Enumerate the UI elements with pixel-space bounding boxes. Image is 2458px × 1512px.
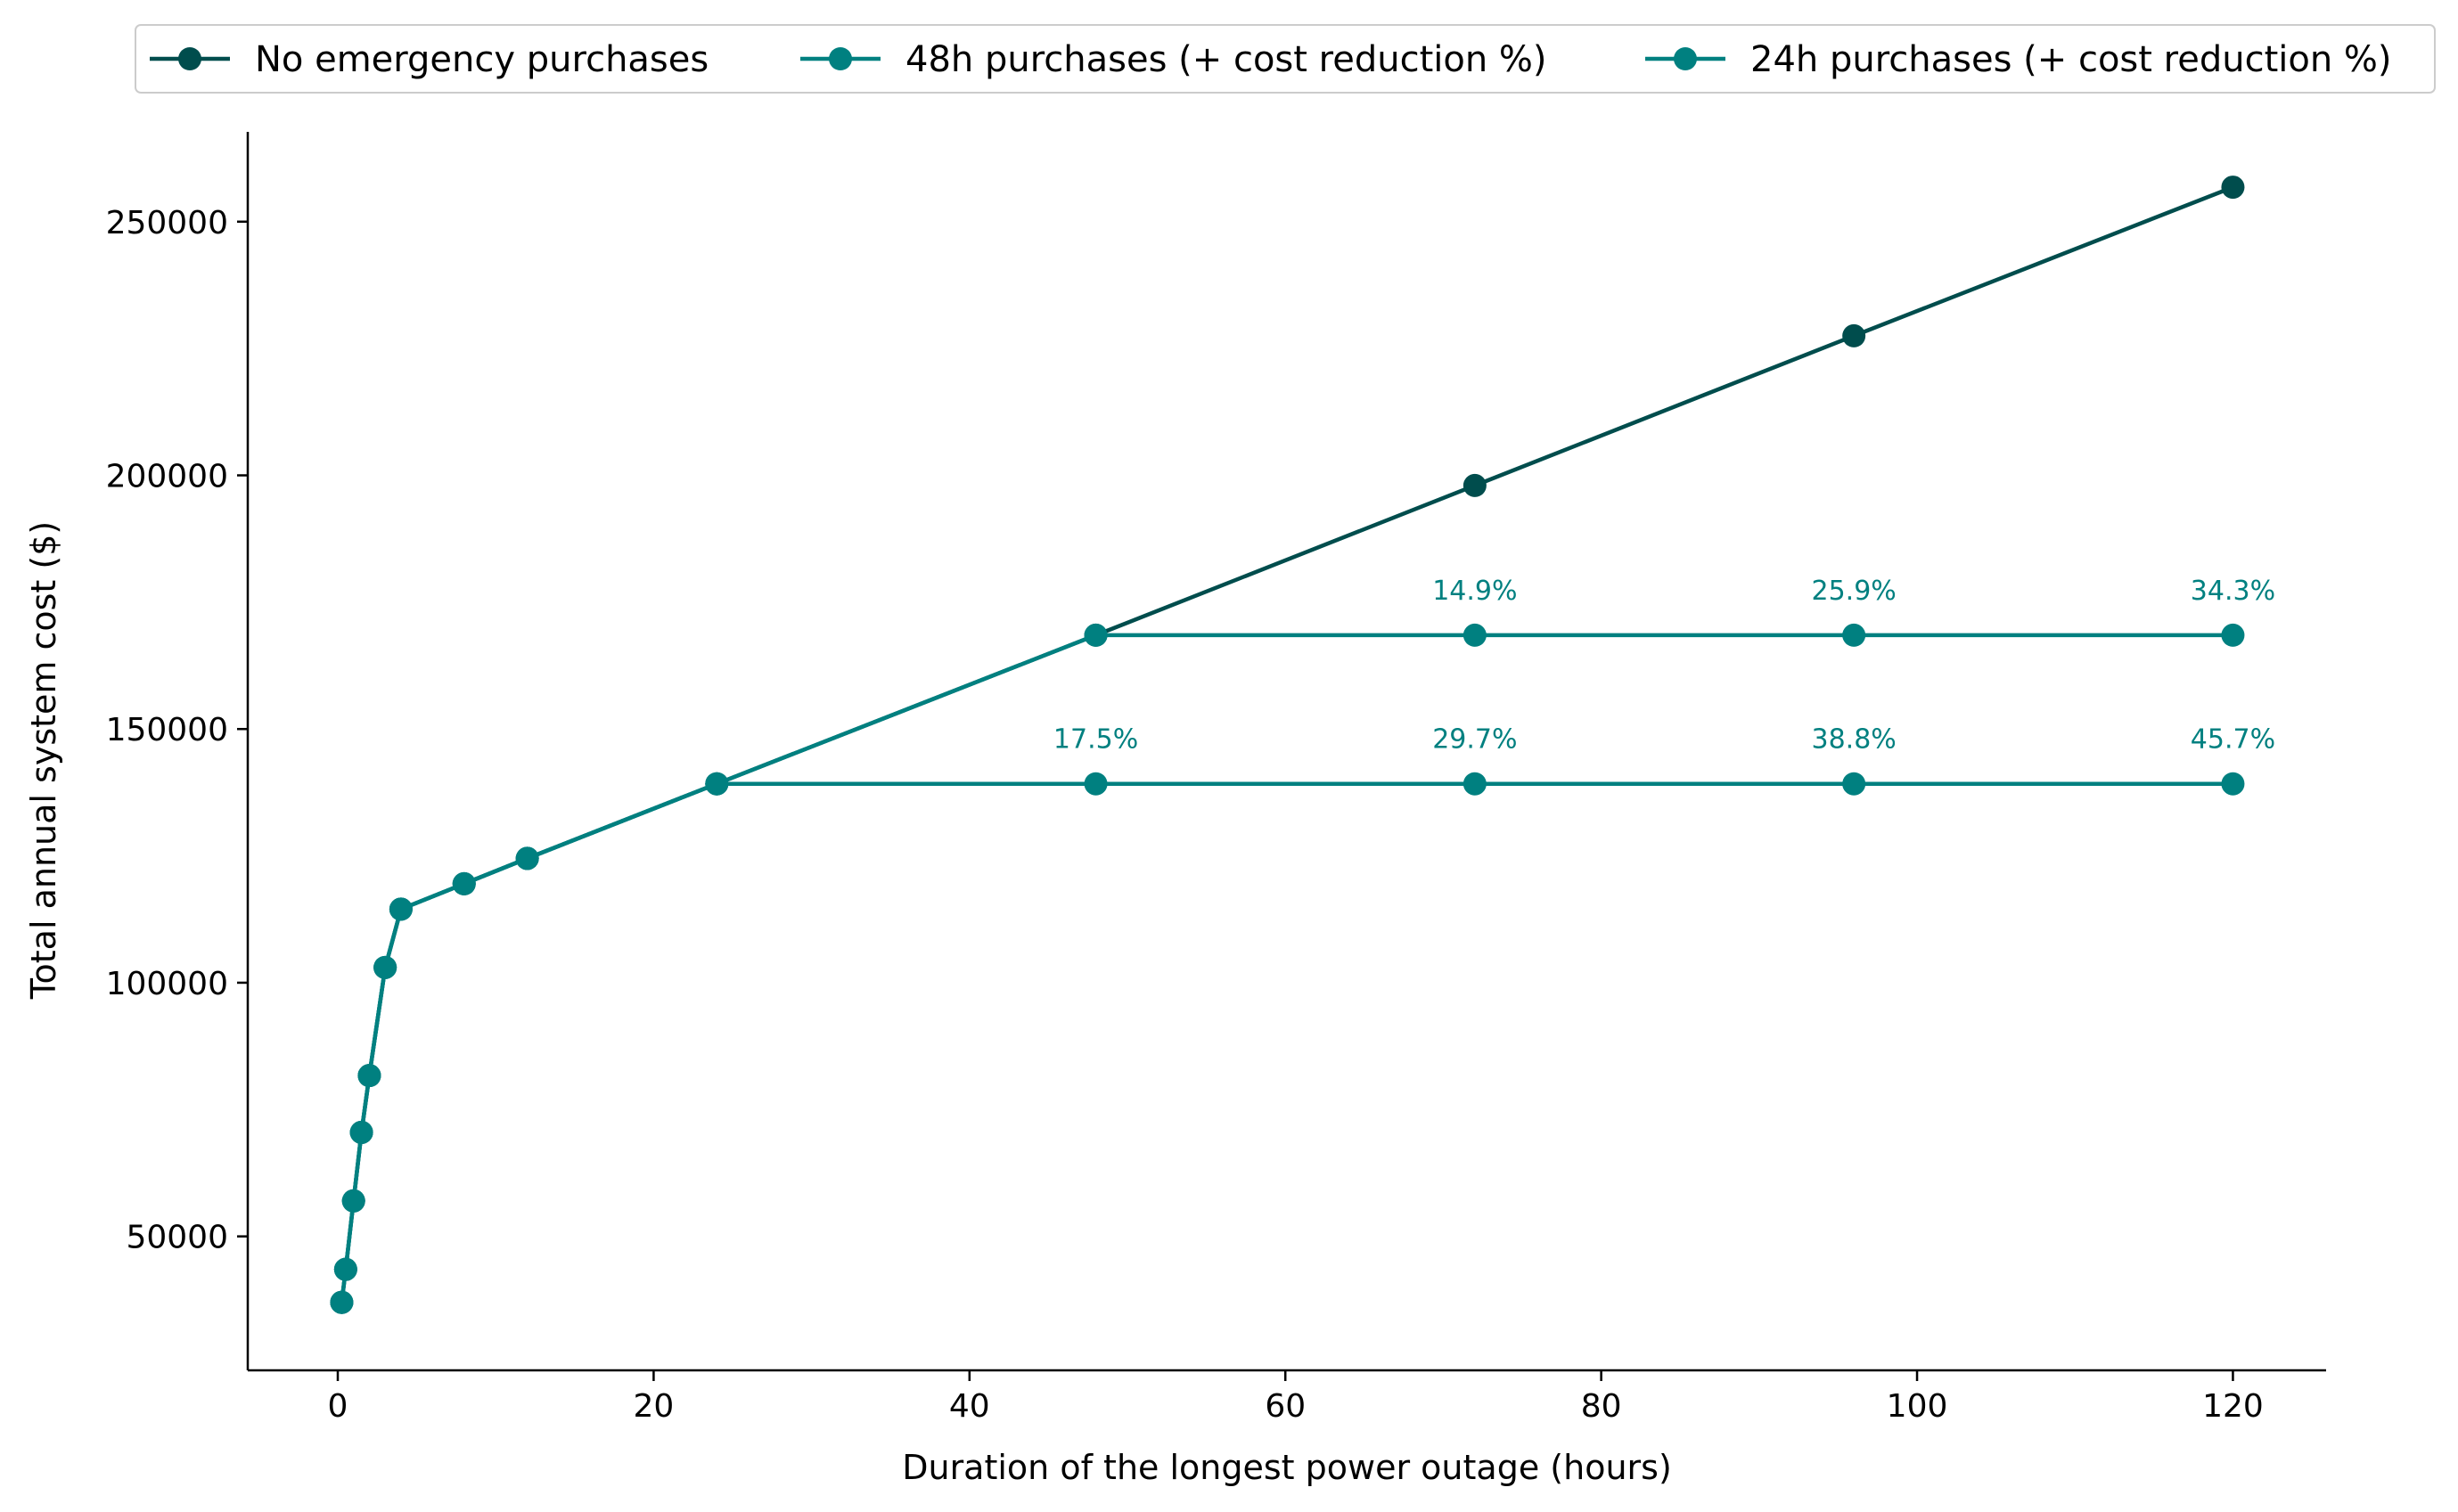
x-tick-label: 0: [328, 1388, 348, 1425]
data-point-purchase_24h: [1842, 772, 1866, 796]
data-label-purchase_48h: 25.9%: [1812, 576, 1897, 607]
data-label-purchase_24h: 38.8%: [1812, 724, 1897, 756]
y-axis-title: Total annual system cost ($): [24, 521, 63, 1001]
x-tick-label: 60: [1265, 1388, 1306, 1425]
data-point-purchase_24h: [389, 897, 413, 921]
data-point-purchase_48h: [2221, 623, 2245, 647]
legend-label-purchase_24h: 24h purchases (+ cost reduction %): [1750, 39, 2392, 80]
data-point-purchase_48h: [1842, 623, 1866, 647]
data-label-purchase_24h: 29.7%: [1432, 724, 1517, 756]
data-label-purchase_24h: 45.7%: [2191, 724, 2275, 756]
x-tick-label: 40: [949, 1388, 990, 1425]
data-point-purchase_24h: [452, 871, 476, 895]
data-label-purchase_24h: 17.5%: [1053, 724, 1138, 756]
legend-label-no_emergency: No emergency purchases: [255, 39, 709, 80]
y-tick-label: 200000: [106, 459, 228, 495]
data-point-no_emergency: [1463, 473, 1487, 497]
legend-marker-no_emergency: [178, 47, 201, 70]
y-tick-label: 50000: [126, 1220, 228, 1256]
data-point-purchase_48h: [1463, 623, 1487, 647]
data-point-no_emergency: [1842, 323, 1866, 347]
x-tick-label: 100: [1887, 1388, 1948, 1425]
data-point-purchase_24h: [1463, 772, 1487, 796]
data-labels-group: 14.9% 25.9% 34.3% 17.5% 29.7% 38.8% 45.7%: [1053, 576, 2275, 756]
data-point-purchase_48h: [1084, 623, 1108, 647]
series-line-purchase_24h: [340, 781, 2233, 1303]
data-point-purchase_24h: [373, 955, 397, 979]
x-tick-label: 80: [1581, 1388, 1622, 1425]
data-point-purchase_24h: [349, 1120, 373, 1144]
legend-frame: [135, 24, 2436, 94]
axes-group: 0 20 40 60 80 100 120 50000 100000 150000 200000 25…: [106, 132, 2326, 1425]
series-line-no_emergency: [340, 185, 2234, 1303]
series-group: [330, 176, 2245, 1314]
x-axis-title: Duration of the longest power outage (ho…: [902, 1448, 1672, 1487]
data-point-purchase_24h: [515, 846, 539, 870]
y-tick-label: 100000: [106, 966, 228, 1002]
x-tick-label: 20: [634, 1388, 675, 1425]
legend-marker-purchase_24h: [1674, 47, 1697, 70]
legend-marker-purchase_48h: [829, 47, 852, 70]
data-point-purchase_24h: [333, 1257, 357, 1281]
data-point-purchase_24h: [357, 1064, 381, 1088]
data-point-purchase_24h: [330, 1290, 354, 1314]
data-point-no_emergency: [2221, 176, 2245, 200]
y-tick-label: 250000: [106, 205, 228, 241]
data-point-purchase_24h: [341, 1189, 365, 1213]
data-label-purchase_48h: 34.3%: [2191, 576, 2275, 607]
legend: No emergency purchases 48h purchases (+ c…: [135, 24, 2436, 94]
series-line-purchase_48h: [340, 633, 2233, 1303]
data-point-purchase_24h: [2221, 772, 2245, 796]
data-label-purchase_48h: 14.9%: [1432, 576, 1517, 607]
legend-label-purchase_48h: 48h purchases (+ cost reduction %): [905, 39, 1547, 80]
data-point-purchase_24h: [1084, 772, 1108, 796]
data-point-purchase_24h: [705, 772, 729, 796]
x-tick-label: 120: [2202, 1388, 2264, 1425]
y-tick-label: 150000: [106, 712, 228, 748]
